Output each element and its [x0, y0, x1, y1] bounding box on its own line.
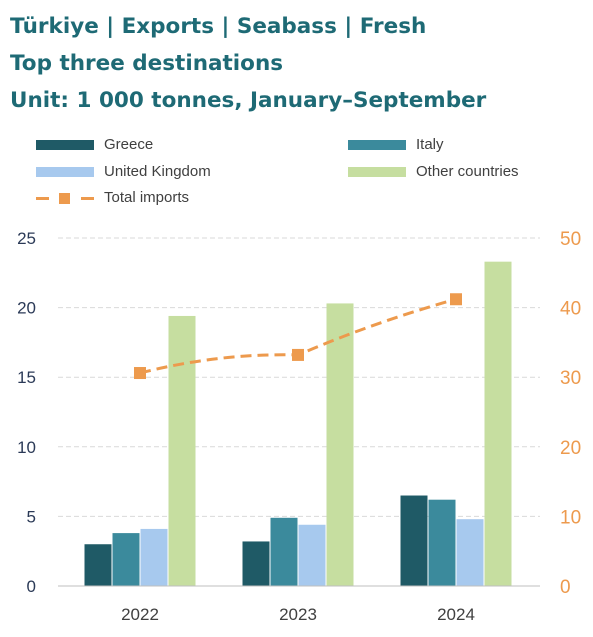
bar-uk-2022: [140, 528, 168, 586]
y2-tick-label: 10: [560, 507, 581, 528]
total-imports-line: [134, 293, 462, 380]
bar-italy-2022: [112, 533, 140, 586]
y-tick-label: 20: [17, 299, 36, 318]
y-tick-label: 25: [17, 229, 36, 248]
y2-tick-label: 40: [560, 299, 581, 320]
total-imports-point-2022: [134, 367, 146, 380]
chart-unit: Unit: 1 000 tonnes, January–September: [10, 88, 487, 113]
y-tick-label: 5: [27, 507, 36, 526]
bar-other-2024: [484, 261, 512, 586]
bar-italy-2023: [270, 517, 298, 586]
bar-greece-2024: [400, 495, 428, 586]
bar-greece-2022: [84, 544, 112, 586]
x-tick-label: 2022: [121, 605, 159, 624]
bar-other-2022: [168, 315, 196, 586]
bar-uk-2023: [298, 524, 326, 586]
x-tick-label: 2023: [279, 605, 317, 624]
axes: 0 5 10 15 20 25 0 10 20 30 40 50 2022 2023 2024: [17, 229, 581, 624]
y2-tick-label: 50: [560, 229, 581, 250]
y2-tick-label: 30: [560, 368, 581, 389]
y-tick-label: 15: [17, 368, 36, 387]
bar-other-2023: [326, 303, 354, 586]
title-block: Türkiye | Exports | Seabass | Fresh Top …: [10, 8, 486, 119]
x-tick-label: 2024: [437, 605, 475, 624]
total-imports-point-2024: [450, 293, 462, 306]
y-tick-label: 0: [27, 577, 36, 596]
bars: [84, 261, 512, 586]
y2-tick-label: 20: [560, 438, 581, 459]
bar-uk-2024: [456, 519, 484, 586]
bar-greece-2023: [242, 541, 270, 586]
chart-subtitle: Top three destinations: [10, 51, 284, 76]
chart-title: Türkiye | Exports | Seabass | Fresh: [10, 14, 427, 39]
bar-italy-2024: [428, 499, 456, 586]
y2-tick-label: 0: [560, 577, 571, 598]
gridlines: [58, 237, 540, 517]
total-imports-point-2023: [292, 348, 304, 361]
y-tick-label: 10: [17, 438, 36, 457]
